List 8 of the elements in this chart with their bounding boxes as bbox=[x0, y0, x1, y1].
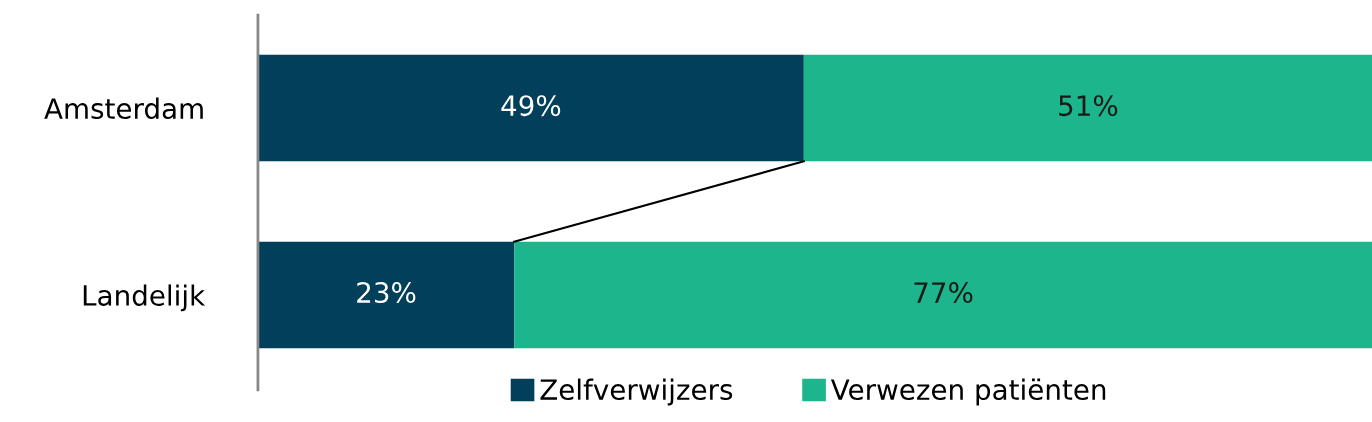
data-label: 77% bbox=[914, 282, 973, 304]
y-tick-label: Amsterdam bbox=[44, 97, 203, 120]
legend-label: Verwezen patiënten bbox=[830, 378, 1106, 406]
legend-label: Zelfverwijzers bbox=[540, 378, 733, 406]
data-label: 51% bbox=[1059, 95, 1118, 117]
data-label: 23% bbox=[357, 282, 416, 304]
y-tick-label: Landelijk bbox=[83, 284, 206, 312]
data-label: 49% bbox=[501, 95, 561, 117]
